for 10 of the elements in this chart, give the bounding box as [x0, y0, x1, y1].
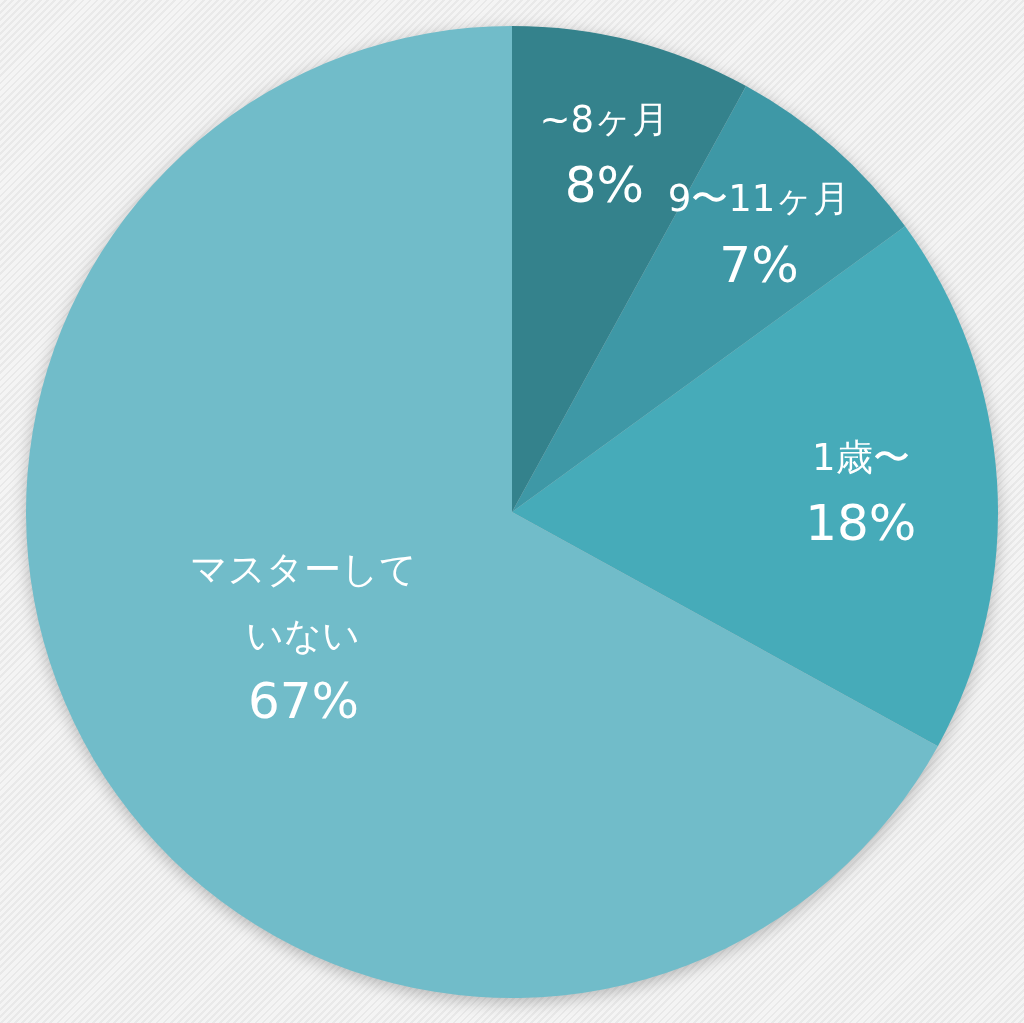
- pie-slice: [26, 26, 938, 998]
- data-label: 67%: [247, 672, 360, 731]
- data-label: 8%: [564, 156, 644, 215]
- data-label: 7%: [719, 235, 799, 294]
- slice-label: マスターしていない: [189, 547, 417, 657]
- slice-label: 9〜11ヶ月: [667, 177, 851, 221]
- slice-label: ~8ヶ月: [539, 97, 670, 141]
- data-label: 18%: [805, 494, 917, 553]
- pie-slice: [512, 226, 998, 747]
- slice-label: 1歳〜: [811, 435, 910, 479]
